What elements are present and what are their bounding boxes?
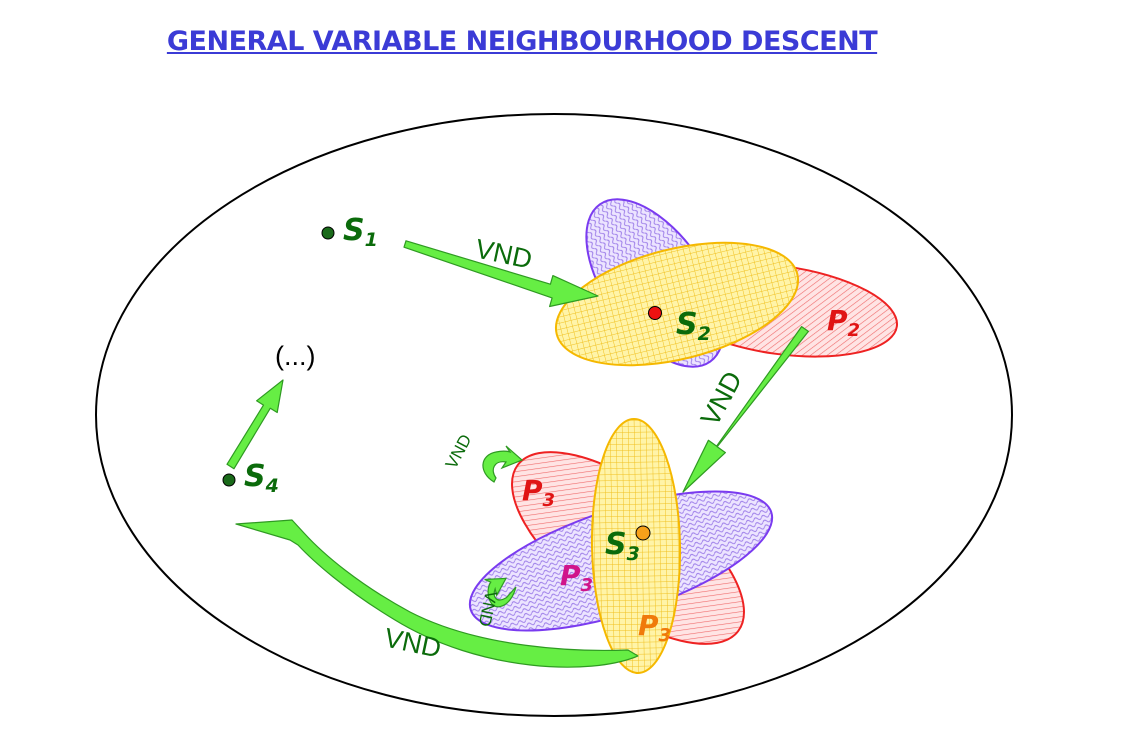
label-s4: S4 xyxy=(244,459,279,497)
label-ellipsis: (...) xyxy=(275,341,316,371)
neighbourhood-group-s2 xyxy=(554,198,899,368)
label-p3-yellow: P3 xyxy=(638,609,671,646)
label-s2: S2 xyxy=(676,307,711,345)
page-title: GENERAL VARIABLE NEIGHBOURHOOD DESCENT xyxy=(166,26,878,57)
neighbourhood-yellow-s2 xyxy=(554,241,800,367)
arrow-s3-to-s4 xyxy=(235,519,639,668)
point-s2 xyxy=(648,306,662,320)
point-s3 xyxy=(635,525,651,541)
point-s4 xyxy=(222,473,236,487)
label-s3: S3 xyxy=(605,527,640,565)
search-space-ellipse xyxy=(95,113,1013,717)
point-s1 xyxy=(321,226,335,240)
label-s1: S1 xyxy=(343,213,378,251)
neighbourhood-group-s3 xyxy=(468,418,774,674)
arrow-s4-to-ellipsis xyxy=(226,379,284,470)
arrow-s2-to-s3 xyxy=(682,326,810,493)
label-vnd-loop-top: VND xyxy=(442,431,476,472)
arrow-s1-to-s2 xyxy=(403,240,599,308)
neighbourhood-yellow-s3 xyxy=(590,418,682,674)
label-vnd-s2-s3: VND xyxy=(695,366,748,430)
label-p3-purple: P3 xyxy=(560,559,593,596)
loop-arrow-top xyxy=(482,445,524,483)
label-p3-red: P3 xyxy=(522,474,555,511)
label-p2: P2 xyxy=(827,304,860,341)
loop-arrow-left xyxy=(484,577,517,608)
